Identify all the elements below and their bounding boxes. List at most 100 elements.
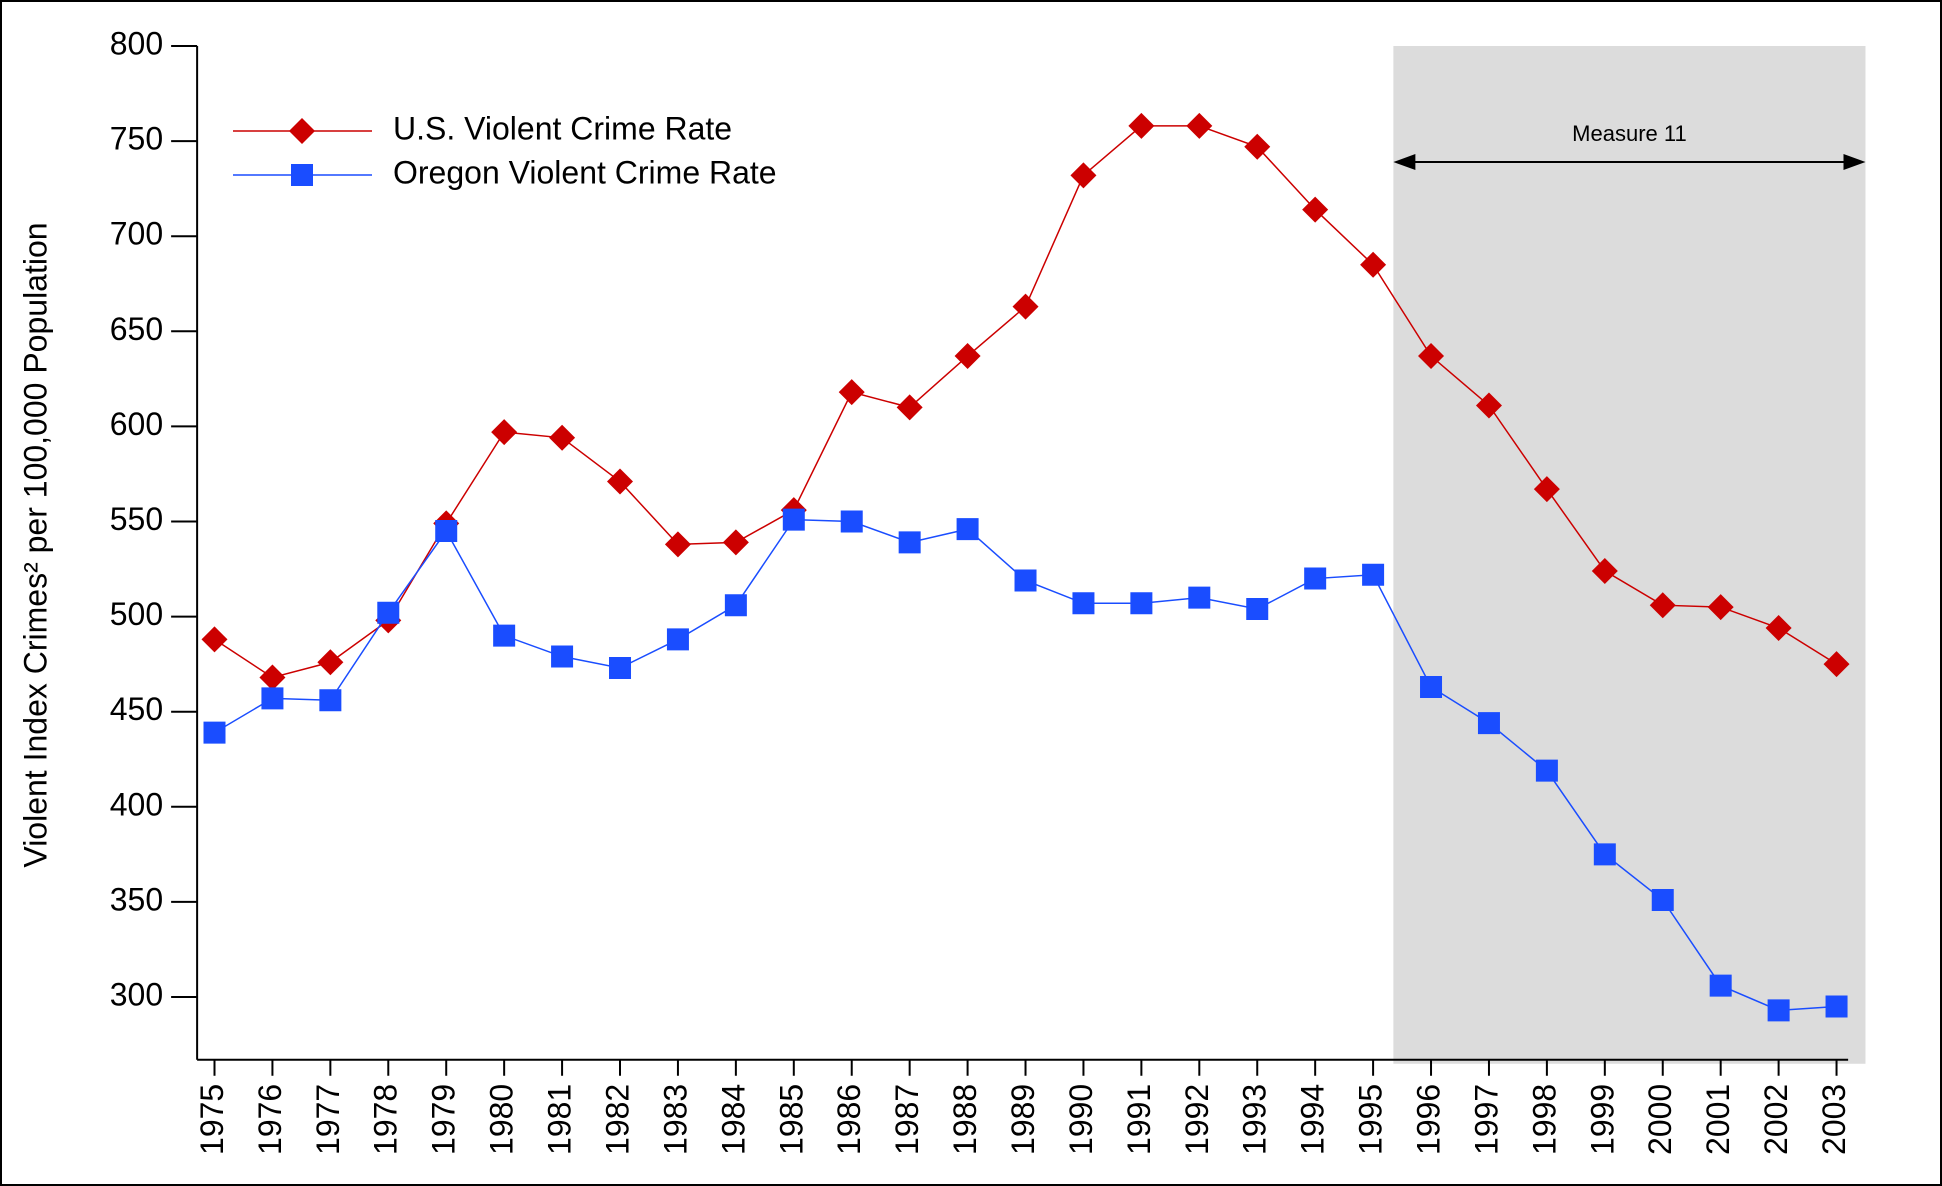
x-tick-label: 1993 — [1237, 1084, 1273, 1155]
diamond-marker — [289, 118, 315, 144]
annotation-text: Measure 11 — [1572, 121, 1687, 146]
x-tick-label: 1996 — [1410, 1084, 1446, 1155]
x-tick-label: 1986 — [831, 1084, 867, 1155]
square-marker — [1362, 563, 1385, 586]
y-tick-label: 800 — [110, 25, 163, 61]
diamond-marker — [1360, 251, 1387, 278]
square-marker — [1593, 843, 1616, 866]
square-marker — [551, 645, 574, 668]
diamond-marker — [491, 419, 518, 446]
x-tick-label: 1988 — [947, 1084, 983, 1155]
square-marker — [1304, 567, 1327, 590]
x-tick-label: 1978 — [368, 1084, 404, 1155]
square-marker — [377, 601, 400, 624]
diamond-marker — [664, 531, 691, 558]
square-marker — [203, 721, 226, 744]
x-tick-label: 1975 — [194, 1084, 230, 1155]
square-marker — [1130, 592, 1153, 615]
x-tick-label: 1980 — [484, 1084, 520, 1155]
square-marker — [898, 531, 921, 554]
diamond-marker — [722, 529, 749, 556]
square-marker — [1709, 974, 1732, 997]
diamond-marker — [1012, 293, 1039, 320]
x-tick-label: 1987 — [889, 1084, 925, 1155]
diamond-marker — [1823, 651, 1850, 678]
x-tick-label: 1981 — [542, 1084, 578, 1155]
square-marker — [1420, 675, 1443, 698]
diamond-marker — [1128, 112, 1155, 139]
diamond-marker — [1070, 162, 1097, 189]
x-tick-label: 1995 — [1353, 1084, 1389, 1155]
diamond-marker — [317, 649, 344, 676]
square-marker — [319, 689, 342, 712]
x-tick-label: 1982 — [599, 1084, 635, 1155]
arrow-head — [1843, 154, 1866, 171]
square-marker — [1072, 592, 1095, 615]
diamond-marker — [1649, 592, 1676, 619]
y-tick-label: 500 — [110, 596, 163, 632]
x-tick-label: 1985 — [773, 1084, 809, 1155]
arrow-head — [1393, 154, 1416, 171]
diamond-marker — [954, 343, 981, 370]
x-tick-label: 2003 — [1816, 1084, 1852, 1155]
y-tick-label: 650 — [110, 311, 163, 347]
y-tick-label: 700 — [110, 216, 163, 252]
y-tick-label: 550 — [110, 501, 163, 537]
square-marker — [1535, 759, 1558, 782]
diamond-marker — [1244, 133, 1271, 160]
square-marker — [1188, 586, 1211, 609]
x-tick-label: 2001 — [1700, 1084, 1736, 1155]
diamond-marker — [549, 424, 576, 451]
diamond-marker — [607, 468, 634, 495]
diamond-marker — [1765, 615, 1792, 642]
x-tick-label: 1998 — [1526, 1084, 1562, 1155]
square-marker — [1477, 712, 1500, 735]
legend-label: Oregon Violent Crime Rate — [393, 154, 777, 190]
x-tick-label: 2000 — [1642, 1084, 1678, 1155]
x-tick-label: 1997 — [1468, 1084, 1504, 1155]
x-tick-label: 1983 — [657, 1084, 693, 1155]
diamond-marker — [1707, 594, 1734, 621]
diamond-marker — [1475, 392, 1502, 419]
square-marker — [261, 687, 284, 710]
diamond-marker — [1186, 112, 1213, 139]
shaded-region — [1393, 46, 1866, 1064]
square-marker — [493, 624, 516, 647]
x-tick-label: 1990 — [1063, 1084, 1099, 1155]
square-marker — [609, 656, 632, 679]
square-marker — [782, 508, 805, 531]
x-tick-label: 1999 — [1584, 1084, 1620, 1155]
x-tick-label: 1979 — [426, 1084, 462, 1155]
x-tick-label: 1992 — [1179, 1084, 1215, 1155]
diamond-marker — [201, 626, 228, 653]
square-marker — [291, 164, 313, 186]
x-tick-label: 1994 — [1295, 1084, 1331, 1155]
diamond-marker — [896, 394, 923, 421]
y-tick-label: 600 — [110, 406, 163, 442]
diamond-marker — [1591, 557, 1618, 584]
square-marker — [1014, 569, 1037, 592]
diamond-marker — [1302, 196, 1329, 223]
square-marker — [1246, 597, 1269, 620]
x-tick-label: 1989 — [1005, 1084, 1041, 1155]
diamond-marker — [1418, 343, 1445, 370]
y-tick-label: 750 — [110, 121, 163, 157]
x-tick-label: 1976 — [252, 1084, 288, 1155]
x-tick-label: 1991 — [1121, 1084, 1157, 1155]
square-marker — [1767, 999, 1790, 1022]
y-tick-label: 400 — [110, 786, 163, 822]
y-tick-label: 350 — [110, 881, 163, 917]
square-marker — [666, 628, 689, 651]
diamond-marker — [838, 379, 865, 406]
diamond-marker — [1533, 476, 1560, 503]
square-marker — [1651, 888, 1674, 911]
square-marker — [724, 594, 747, 617]
diamond-marker — [259, 664, 286, 691]
y-tick-label: 450 — [110, 691, 163, 727]
square-marker — [435, 520, 458, 543]
square-marker — [1825, 995, 1848, 1018]
legend-label: U.S. Violent Crime Rate — [393, 110, 732, 146]
square-marker — [956, 518, 979, 541]
x-tick-label: 2002 — [1758, 1084, 1794, 1155]
